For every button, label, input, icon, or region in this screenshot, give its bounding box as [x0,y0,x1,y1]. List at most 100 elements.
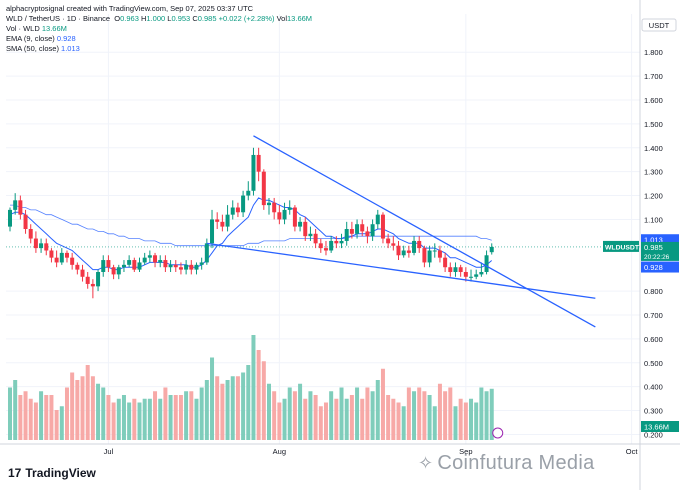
candle-body [256,154,261,172]
volume-bar [210,357,215,440]
volume-bar [23,391,28,440]
candle-body [75,264,80,270]
candle-body [111,267,116,275]
y-tick-label: 0.800 [644,287,663,296]
price-axis[interactable]: USDT 0.200 0.300 0.400 0.500 0.600 0.700 0.800 1… [639,0,677,490]
candle-body [121,264,126,268]
volume-legend-value: 13.66M [41,24,67,33]
candle-body [80,269,85,277]
candle-body [489,246,494,253]
ema-legend[interactable]: EMA (9, close) 0.928 [6,34,312,44]
volume-bar [33,402,38,440]
volume-bar [147,398,152,440]
volume-bar [432,406,437,440]
volume-bar [101,387,106,440]
candle-body [54,257,59,263]
volume-bar [85,365,90,440]
currency-label: USDT [649,21,670,30]
sma-legend[interactable]: SMA (50, close) 1.013 [6,44,312,54]
candle-body [261,171,266,206]
candle-body [339,240,344,244]
candle-body [386,238,391,244]
candle-body [298,221,303,227]
candle-body [391,243,396,246]
volume-legend[interactable]: Vol · WLD 13.66M [6,24,312,34]
volume-bar [427,395,432,440]
volume-bar [360,398,365,440]
volume-bar [323,402,328,440]
candle-body [49,250,54,258]
candle-body [277,212,282,220]
sma-legend-label: SMA (50, close) [6,44,59,53]
volume-bar [13,380,18,440]
candle-body [215,219,220,222]
volume-bar [474,402,479,440]
candle-body [484,255,489,272]
candle-body [168,264,173,268]
y-tick-label: 1.500 [644,120,663,129]
candle-body [329,240,334,251]
candle-body [355,224,360,234]
y-tick-label: 0.200 [644,430,663,439]
volume-bar [437,383,442,440]
candle-body [158,260,163,263]
ema-legend-label: EMA (9, close) [6,34,55,43]
candle-body [432,250,437,252]
ohlc-c-label: C [192,14,198,23]
candle-body [64,252,69,258]
volume-bar [220,383,225,440]
volume-bar [49,395,54,440]
candle-body [173,264,178,268]
watermark-logo-icon: ✧ [418,453,434,473]
volume-bar [453,406,458,440]
volume-bar [168,395,173,440]
candle-body [246,190,251,196]
trend-lines[interactable] [206,135,596,328]
ohlc-o-label: O [114,14,121,23]
volume-bar [277,402,282,440]
candle-body [334,240,339,244]
candle-body [272,202,277,213]
candle-body [380,214,385,239]
candle-body [153,255,158,263]
candle-body [463,272,468,277]
candle-body [412,240,417,253]
ohlc-change: +0.022 (+2.28%) [218,14,275,23]
ohlc-high: 1.000 [146,14,166,23]
volume-bar [272,391,277,440]
volume-bar [246,365,251,440]
volume-bar [489,388,494,440]
candle-body [225,214,230,227]
volume-bar [267,383,271,440]
sma-legend-value: 1.013 [61,44,80,53]
candle-body [59,252,64,263]
symbol-title: WLD / TetherUS · 1D · Binance [6,14,111,23]
volume-bar [137,402,142,440]
y-tick-label: 1.600 [644,96,663,105]
candle-body [90,283,95,287]
candle-body [308,233,313,237]
ohlc-h-label: H [140,14,147,23]
ema-legend-value: 0.928 [56,34,76,43]
y-tick-label: 1.100 [644,215,663,224]
candle-body [39,243,44,249]
sma-price-badge [641,234,679,246]
volume-bar [163,387,168,440]
candle-body [458,267,463,272]
volume-bar [28,398,33,440]
volume-bar [230,376,235,440]
candle-body [204,243,209,263]
event-marker-icon [492,427,504,439]
time-axis[interactable]: Jul Aug Sep Oct [0,443,680,456]
volume-bar [142,398,147,440]
candle-body [13,200,18,210]
candle-body [406,250,411,253]
volume-bar [469,398,474,440]
watermark-text: Coinfutura Media [437,452,595,474]
volume-bar [308,391,313,440]
tradingview-brand[interactable]: 17 TradingView [8,466,96,480]
candle-body [106,260,111,268]
volume-bar [204,380,209,440]
ema-price-badge-text: 0.928 [644,263,663,272]
